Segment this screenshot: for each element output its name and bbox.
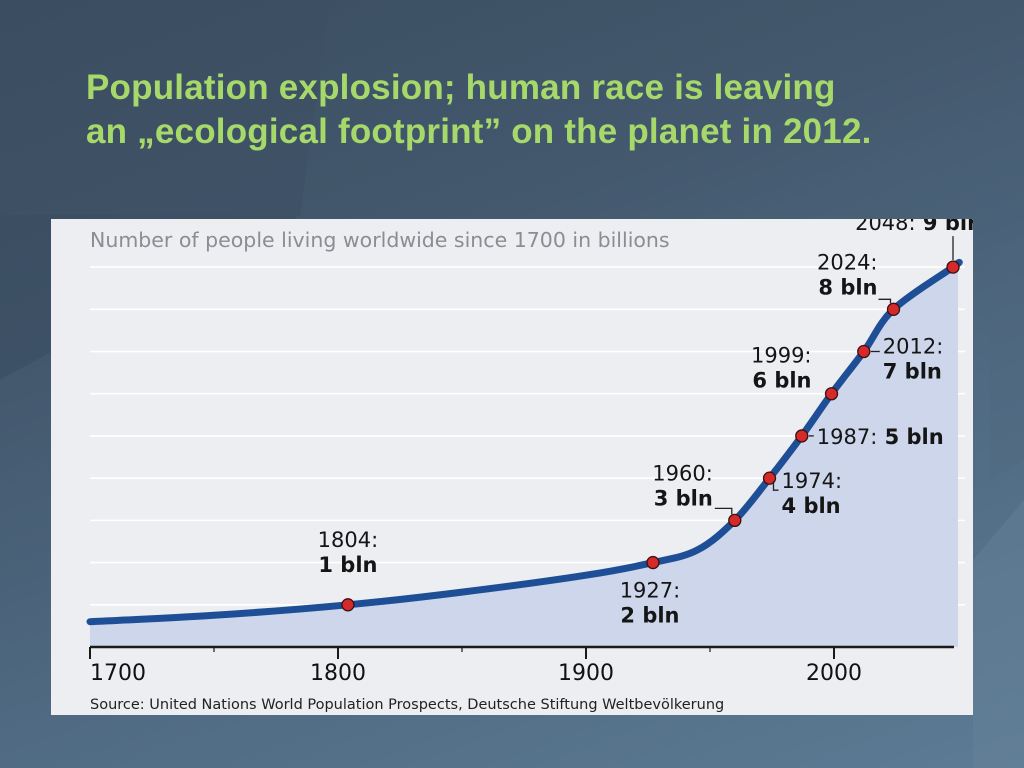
milestone-year: 1804: [318, 528, 379, 552]
x-tick-label: 1900 [558, 661, 614, 686]
milestone-year: 1987: [817, 425, 878, 449]
milestone-year: 1974: [782, 469, 843, 493]
milestone-leader-1960 [714, 507, 733, 515]
x-tick-label: 1800 [310, 661, 366, 686]
milestone-markers [341, 260, 960, 612]
milestone-marker-1927 [646, 555, 660, 570]
milestone-value: 4 bln [782, 494, 841, 518]
milestone-label-2048: 2048: 9 bln [855, 219, 973, 235]
milestone-marker-1999 [824, 387, 839, 401]
milestone-value: 3 bln [654, 486, 713, 510]
population-line [86, 258, 963, 626]
milestone-year: 2024: [817, 250, 878, 274]
slide-title-line-1: Population explosion; human race is leav… [86, 68, 836, 107]
milestone-label-2024: 2024: 8 bln [817, 250, 878, 299]
milestone-value: 8 bln [818, 275, 877, 299]
milestone-year: 1999: [751, 344, 812, 368]
milestone-label-1960: 1960: 3 bln [652, 461, 713, 510]
milestone-year: 2012: [883, 335, 944, 359]
chart-title: Number of people living worldwide since … [90, 228, 670, 252]
milestone-marker-1987 [795, 429, 809, 443]
milestone-label-1927: 1927: 2 bln [620, 579, 681, 628]
slide-title: Population explosion; human race is leav… [86, 66, 986, 154]
milestone-marker-1804 [341, 598, 355, 612]
milestone-marker-2048 [946, 260, 960, 274]
milestone-value: 9 bln [916, 219, 973, 235]
chart-canvas: 1700 1800 1900 2000 1804: 1 bln 1927: 2 bln 196… [86, 219, 973, 713]
milestone-leader-2024 [878, 298, 892, 304]
milestone-year: 1927: [620, 579, 681, 603]
milestone-marker-1974 [762, 471, 777, 485]
milestone-value: 1 bln [318, 553, 377, 577]
x-tick-label: 1700 [90, 661, 146, 686]
x-tick-label: 2000 [806, 661, 862, 686]
milestone-value: 7 bln [883, 360, 942, 384]
milestone-marker-1960 [728, 513, 742, 528]
milestone-year: 1960: [652, 461, 713, 485]
population-area [90, 262, 960, 647]
milestone-value: 2 bln [620, 604, 679, 628]
milestone-label-1974: 1974: 4 bln [782, 469, 843, 518]
milestone-leaders [714, 236, 954, 515]
milestone-label-2012: 2012: 7 bln [883, 335, 944, 384]
milestone-label-1987: 1987: 5 bln [817, 425, 944, 449]
milestone-value: 6 bln [752, 369, 811, 393]
slide-title-line-2: an „ecological footprint” on the planet … [86, 112, 872, 151]
x-axis-ticks: 1700 1800 1900 2000 [89, 647, 862, 686]
milestone-labels: 1804: 1 bln 1927: 2 bln 1960: 3 bln 1974: 4 bln… [318, 219, 973, 628]
milestone-label-1804: 1804: 1 bln [318, 528, 379, 577]
milestone-value: 5 bln [877, 425, 943, 449]
milestone-leader-1974 [772, 481, 779, 491]
milestone-marker-2024 [886, 302, 901, 316]
milestone-label-1999: 1999: 6 bln [751, 344, 812, 393]
population-chart: 1700 1800 1900 2000 1804: 1 bln 1927: 2 bln 196… [51, 219, 973, 715]
milestone-year: 2048: [855, 219, 916, 235]
milestone-marker-2012 [857, 344, 871, 359]
chart-source: Source: United Nations World Population … [90, 697, 724, 713]
